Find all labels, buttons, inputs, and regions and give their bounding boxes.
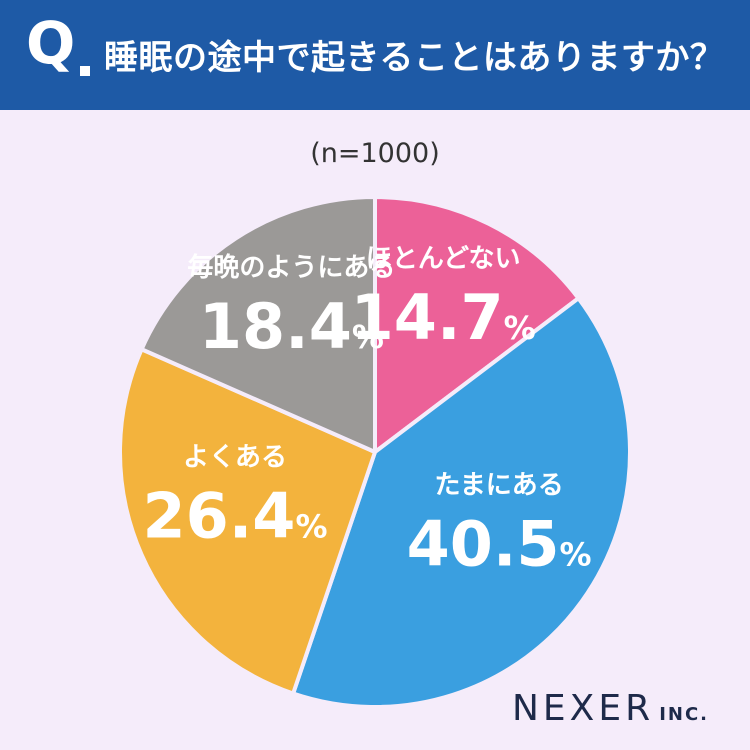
brand-suffix: INC. <box>659 704 709 725</box>
slice-label: たまにある <box>434 471 563 501</box>
brand-logo: NEXER INC. <box>512 688 709 729</box>
brand-name: NEXER <box>512 688 654 729</box>
slice-label: よくある <box>183 443 287 473</box>
slice-label: 毎晩のようにある <box>187 253 395 283</box>
